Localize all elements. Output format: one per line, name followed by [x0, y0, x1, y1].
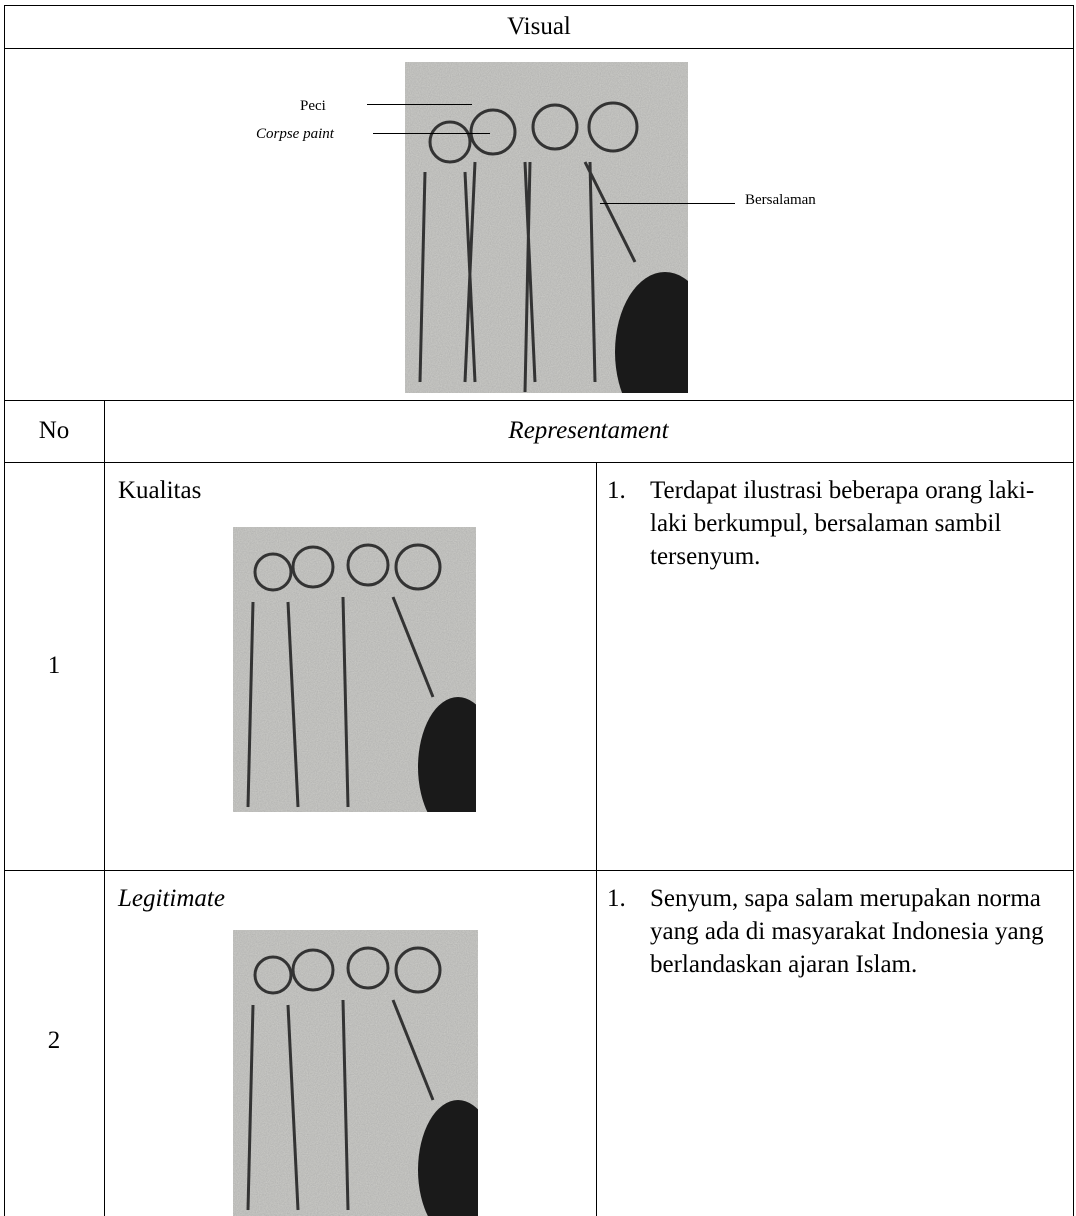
annotation-line: [600, 203, 735, 204]
border: [4, 462, 1074, 463]
border: [4, 870, 1074, 871]
border: [4, 5, 5, 1216]
border: [4, 5, 1074, 6]
annotation-line: [367, 104, 472, 105]
row-label: Kualitas: [118, 477, 202, 504]
row-number: 2: [47, 1027, 61, 1054]
list-text: Terdapat ilustrasi beberapa orang laki-l…: [650, 477, 1035, 570]
visual-header: Visual: [507, 13, 571, 40]
illustration: [233, 930, 478, 1216]
column-header: Representament: [508, 417, 669, 444]
annotation-line: [373, 133, 490, 134]
illustration: [233, 527, 476, 812]
border: [596, 462, 597, 1216]
annotation: Corpse paint: [256, 126, 334, 142]
column-header: No: [38, 417, 70, 444]
annotation: Peci: [300, 98, 326, 114]
list-number: 1.: [607, 885, 626, 912]
illustration: [405, 62, 688, 393]
list-text: Senyum, sapa salam merupakan norma yang …: [650, 885, 1044, 978]
border: [1073, 5, 1074, 1216]
row-label: Legitimate: [118, 885, 225, 912]
row-number: 1: [47, 652, 61, 679]
list-number: 1.: [607, 477, 626, 504]
border: [4, 48, 1074, 49]
annotation: Bersalaman: [745, 192, 816, 208]
border: [104, 400, 105, 1216]
border: [4, 400, 1074, 401]
